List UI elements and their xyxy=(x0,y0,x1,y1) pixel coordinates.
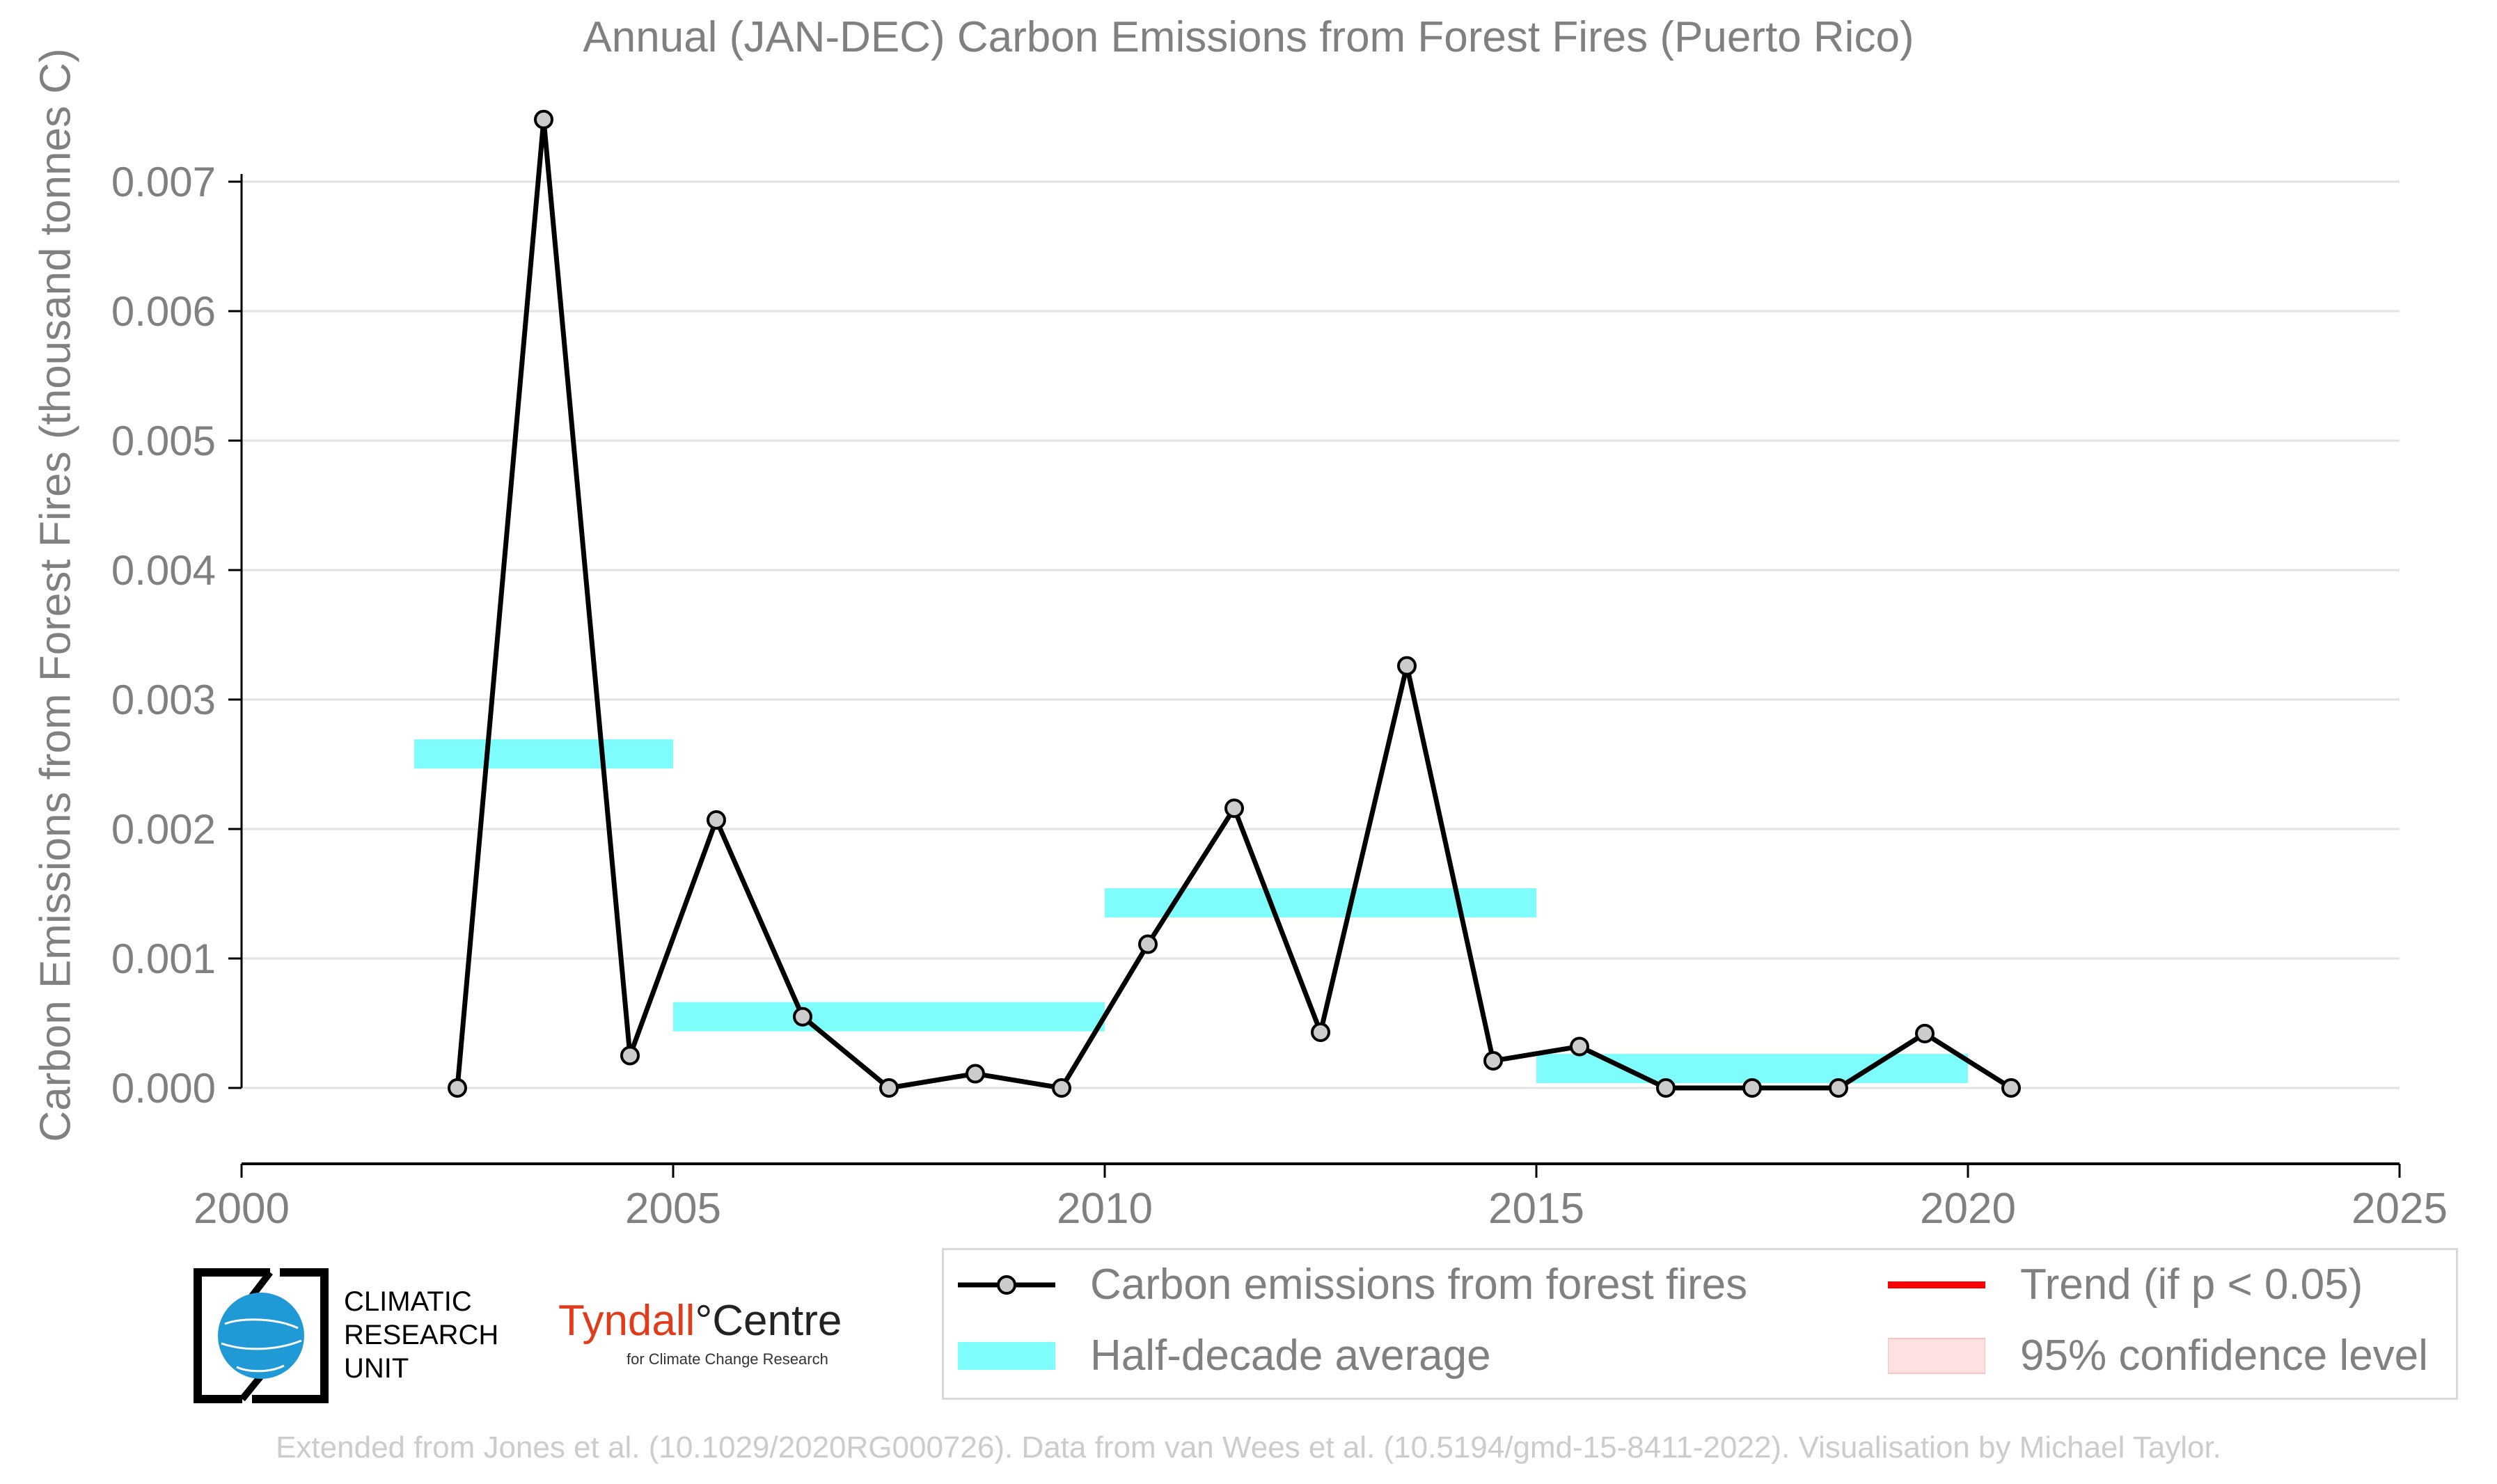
data-point xyxy=(881,1080,897,1096)
data-point xyxy=(1399,658,1415,674)
legend-item-half-decade: Half-decade average xyxy=(958,1331,1491,1380)
x-tick-label: 2025 xyxy=(2352,1185,2448,1233)
data-point xyxy=(1571,1038,1588,1055)
data-point xyxy=(1053,1080,1070,1096)
legend-cyan-bar-icon xyxy=(958,1335,1055,1377)
tyndall-centre: °Centre xyxy=(695,1297,842,1345)
data-point xyxy=(794,1009,811,1025)
x-tick-label: 2000 xyxy=(194,1185,290,1233)
legend-item-confidence: 95% confidence level xyxy=(1888,1331,2428,1380)
legend-item-emissions: Carbon emissions from forest fires xyxy=(958,1260,1747,1309)
legend-label: 95% confidence level xyxy=(2020,1331,2428,1380)
tyndall-name: Tyndall xyxy=(558,1297,695,1345)
credit-text: Extended from Jones et al. (10.1029/2020… xyxy=(0,1430,2497,1465)
logos: CLIMATIC RESEARCH UNIT Tyndall°Centre fo… xyxy=(189,1268,885,1414)
data-point xyxy=(1830,1080,1847,1096)
data-point xyxy=(449,1080,466,1096)
data-point xyxy=(967,1066,984,1082)
half-decade-bar xyxy=(414,739,673,768)
data-point xyxy=(1916,1025,1933,1042)
data-point xyxy=(1657,1080,1674,1096)
data-point xyxy=(708,812,725,828)
x-tick-label: 2010 xyxy=(1057,1185,1153,1233)
tyndall-logo: Tyndall°Centre xyxy=(558,1296,842,1345)
y-tick-label: 0.004 xyxy=(111,547,216,594)
legend-pink-patch-icon xyxy=(1888,1335,1985,1377)
cru-logo-icon xyxy=(194,1268,329,1403)
y-tick-label: 0.005 xyxy=(111,418,216,464)
y-tick-label: 0.006 xyxy=(111,288,216,335)
y-tick-label: 0.007 xyxy=(111,159,216,205)
x-tick-label: 2020 xyxy=(1920,1185,2016,1233)
legend: Carbon emissions from forest fires Trend… xyxy=(942,1248,2458,1400)
data-point xyxy=(1485,1052,1502,1069)
cru-logo-text: CLIMATIC RESEARCH UNIT xyxy=(344,1285,498,1385)
y-tick-label: 0.000 xyxy=(111,1065,216,1112)
legend-label: Trend (if p < 0.05) xyxy=(2020,1260,2363,1309)
legend-red-line-icon xyxy=(1888,1264,1985,1306)
data-point xyxy=(1744,1080,1760,1096)
series-line xyxy=(457,120,2011,1088)
data-point xyxy=(622,1048,638,1064)
legend-item-trend: Trend (if p < 0.05) xyxy=(1888,1260,2363,1309)
data-point xyxy=(2003,1080,2019,1096)
x-tick-label: 2005 xyxy=(625,1185,721,1233)
tyndall-subtitle: for Climate Change Research xyxy=(627,1350,828,1368)
cru-line: RESEARCH xyxy=(344,1318,498,1352)
y-tick-label: 0.001 xyxy=(111,936,216,982)
legend-line-marker-icon xyxy=(958,1264,1055,1306)
x-tick-label: 2015 xyxy=(1488,1185,1584,1233)
data-point xyxy=(1312,1024,1329,1041)
chart-plot: 0.000 0.001 0.002 0.003 0.004 0.005 0.006 0.007… xyxy=(0,0,2497,1239)
legend-label: Half-decade average xyxy=(1090,1331,1491,1380)
data-point xyxy=(1140,936,1156,953)
y-tick-label: 0.002 xyxy=(111,806,216,853)
half-decade-bar xyxy=(673,1002,1105,1032)
data-point xyxy=(1226,800,1243,816)
cru-line: UNIT xyxy=(344,1352,498,1385)
data-point xyxy=(535,111,552,128)
legend-label: Carbon emissions from forest fires xyxy=(1090,1260,1747,1309)
y-tick-label: 0.003 xyxy=(111,677,216,723)
cru-line: CLIMATIC xyxy=(344,1285,498,1318)
